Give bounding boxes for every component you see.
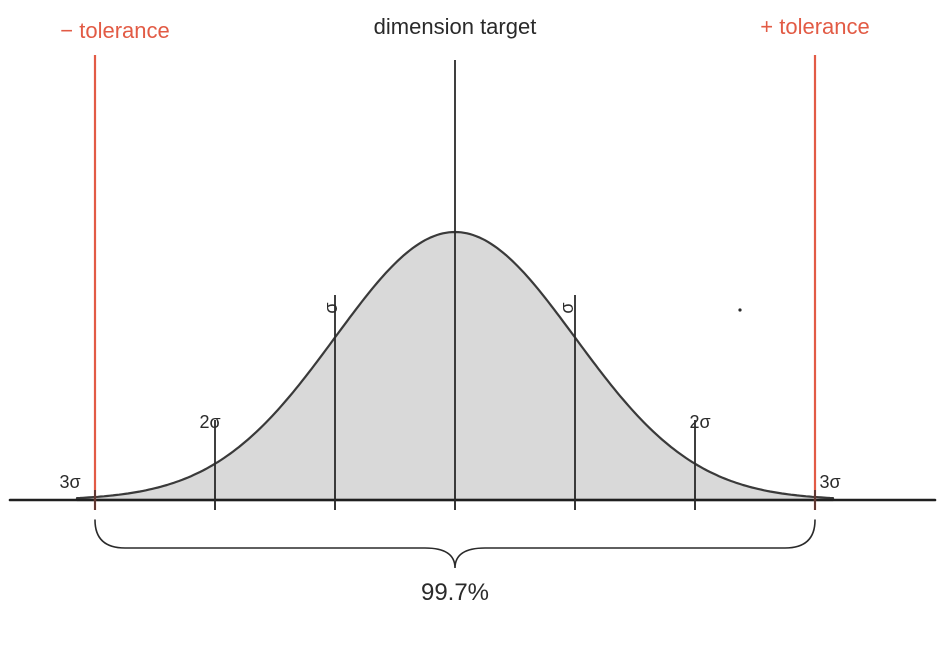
diagram-stage: dimension target − tolerance + tolerance σ σ…	[0, 0, 945, 655]
range-brace	[95, 520, 815, 568]
percent-label: 99.7%	[421, 579, 489, 606]
sigma1-left-label: σ	[321, 302, 341, 313]
minus-tolerance-label: − tolerance	[60, 18, 169, 43]
sigma2-right-label: 2σ	[689, 412, 710, 432]
sigma2-left-label: 2σ	[199, 412, 220, 432]
plus-tolerance-label: + tolerance	[760, 14, 869, 39]
sigma3-right-label: 3σ	[819, 472, 840, 492]
stray-dot	[738, 308, 741, 311]
sigma3-left-label: 3σ	[59, 472, 80, 492]
diagram-svg: dimension target − tolerance + tolerance σ σ…	[0, 0, 945, 655]
title-label: dimension target	[374, 14, 537, 39]
sigma1-right-label: σ	[557, 302, 577, 313]
